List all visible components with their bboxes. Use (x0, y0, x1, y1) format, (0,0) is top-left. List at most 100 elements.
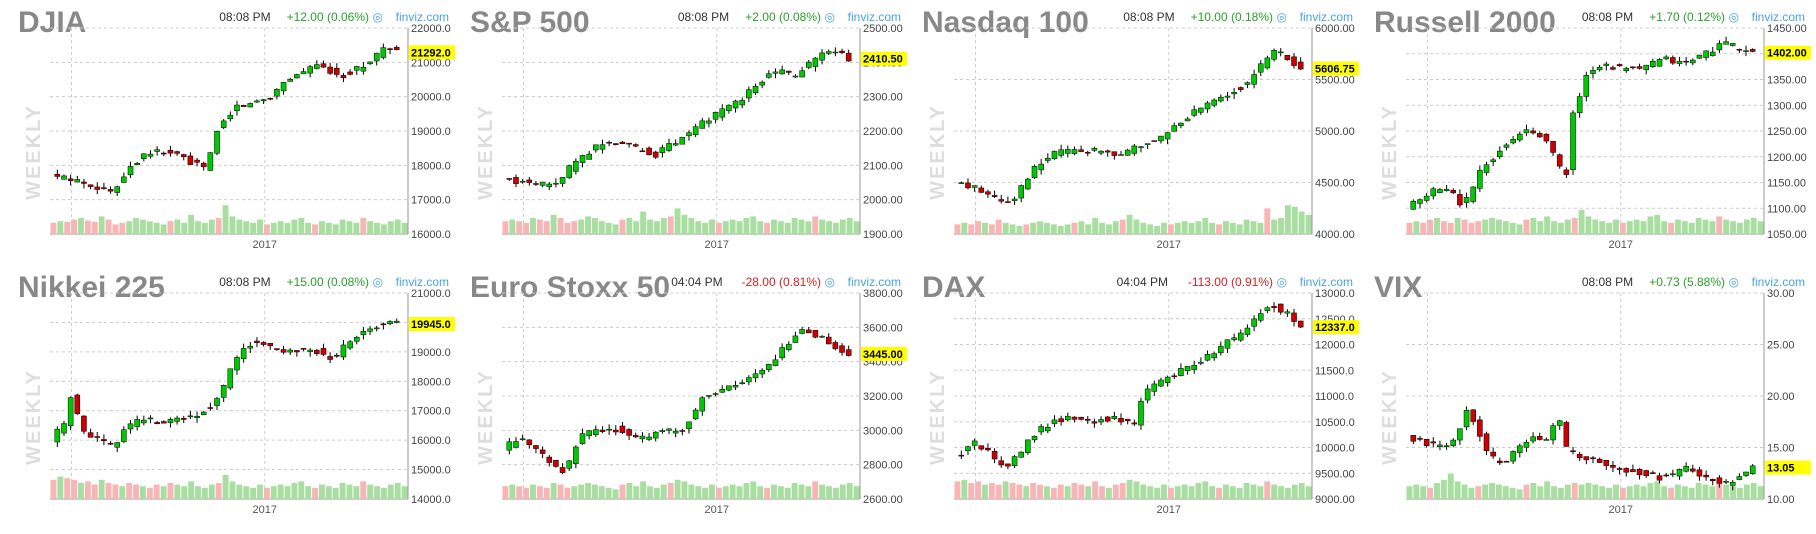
candle-body (1164, 376, 1171, 383)
volume-bar (722, 221, 729, 234)
volume-bar (387, 484, 394, 499)
volume-bar (140, 219, 146, 234)
volume-bar (536, 219, 543, 234)
candle-body (1218, 346, 1224, 354)
volume-bar (757, 486, 764, 499)
volume-bar (1654, 481, 1661, 499)
volume-bar (312, 487, 318, 499)
volume-bar (222, 475, 229, 499)
volume-bar (832, 222, 839, 234)
volume-bar (777, 221, 784, 234)
volume-bar (1126, 214, 1133, 234)
volume-bar (126, 221, 133, 234)
volume-bar (605, 222, 612, 234)
volume-bar (954, 224, 961, 234)
volume-bar (1250, 484, 1257, 499)
candle-body (746, 89, 752, 99)
last-value-label: 12337.0 (1315, 322, 1355, 334)
candle-body (819, 52, 825, 61)
volume-bar (84, 220, 91, 234)
volume-bar (250, 222, 257, 234)
volume-bar (1681, 221, 1688, 234)
volume-bar (1716, 216, 1723, 234)
candle-body (267, 343, 274, 347)
candle-body (1257, 313, 1264, 321)
candle-body (726, 385, 732, 391)
volume-bar (312, 224, 318, 234)
candle-body (334, 354, 340, 357)
volume-bar (1757, 486, 1764, 499)
candle-body (1743, 50, 1749, 52)
candle-body (67, 178, 74, 182)
chart-panel[interactable]: DJIA finviz.com ◎ +12.00 (0.06%) 08:08 PM 220… (0, 2, 455, 267)
volume-bar (64, 221, 71, 234)
chart-panel[interactable]: VIX finviz.com ◎ +0.73 (5.88%) 08:08 PM 30.00… (1356, 267, 1811, 532)
candle-body (825, 51, 832, 54)
volume-bar (201, 487, 208, 499)
candle-body (94, 436, 101, 438)
volume-bar (1619, 487, 1626, 499)
candle-body (81, 415, 87, 432)
chart-panel[interactable]: Russell 2000 finviz.com ◎ +1.70 (0.12%) 08:0… (1356, 2, 1811, 267)
candle-body (1470, 409, 1476, 422)
candle-body (1676, 469, 1683, 477)
y-tick-label: 20000.0 (411, 92, 451, 104)
volume-bar (119, 222, 126, 234)
candle-body (227, 368, 234, 389)
chart-panel[interactable]: DAX finviz.com ◎ -113.00 (0.91%) 04:04 PM 130… (904, 267, 1359, 532)
candle-body (167, 150, 174, 154)
volume-bar (968, 483, 975, 499)
volume-bar (681, 481, 688, 499)
volume-bar (1009, 483, 1016, 499)
chart-panel[interactable]: S&P 500 finviz.com ◎ +2.00 (0.08%) 08:08 PM 2… (452, 2, 907, 267)
y-tick-label: 4500.00 (1315, 178, 1355, 190)
volume-bar (167, 221, 174, 234)
candle-body (1709, 479, 1716, 482)
change-label: -28.00 (0.81%) (742, 275, 821, 289)
candle-body (194, 159, 200, 163)
volume-bar (1461, 484, 1468, 499)
volume-bar (1447, 473, 1454, 499)
volume-bar (98, 479, 105, 499)
time-label: 08:08 PM (1582, 10, 1633, 24)
chart-panel[interactable]: Nikkei 225 finviz.com ◎ +15.00 (0.08%) 08:08… (0, 267, 455, 532)
candle-body (1716, 477, 1723, 484)
candle-body (154, 149, 160, 152)
volume-bar (1223, 221, 1229, 234)
candle-body (254, 100, 260, 103)
candle-body (1158, 379, 1164, 387)
volume-bar (243, 486, 250, 499)
candle-body (1457, 428, 1463, 441)
volume-bar (619, 219, 626, 234)
volume-bar (1420, 222, 1427, 234)
candle-body (1656, 59, 1663, 67)
volume-bar (1057, 226, 1064, 234)
time-label: 04:04 PM (1117, 275, 1168, 289)
candle-body (121, 176, 127, 183)
volume-bar (812, 216, 819, 234)
volume-bar (1571, 483, 1578, 499)
candle-body (1238, 332, 1244, 341)
candle-body (646, 147, 652, 156)
volume-bar (167, 483, 174, 499)
y-tick-label: 17000.0 (411, 406, 451, 418)
candle-body (779, 347, 785, 358)
volume-bar (536, 486, 543, 499)
volume-bar (1496, 484, 1502, 499)
chart-panel[interactable]: Euro Stoxx 50 finviz.com ◎ -28.00 (0.81%) 04… (452, 267, 907, 532)
y-tick-label: 25.00 (1767, 340, 1795, 352)
volume-bar (215, 483, 222, 499)
volume-bar (1675, 219, 1681, 234)
volume-bar (1044, 486, 1050, 499)
volume-bar (1085, 486, 1092, 499)
candle-body (1031, 436, 1038, 441)
source-label: finviz.com (848, 275, 901, 289)
volume-bar (502, 486, 509, 499)
y-tick-label: 3000.00 (863, 425, 903, 437)
y-tick-label: 15000.0 (411, 465, 451, 477)
chart-panel[interactable]: Nasdaq 100 finviz.com ◎ +10.00 (0.18%) 08:08… (904, 2, 1359, 267)
volume-bar (543, 487, 550, 499)
source-label: finviz.com (396, 10, 449, 24)
candle-body (579, 155, 586, 163)
last-value-marker (1313, 320, 1359, 335)
